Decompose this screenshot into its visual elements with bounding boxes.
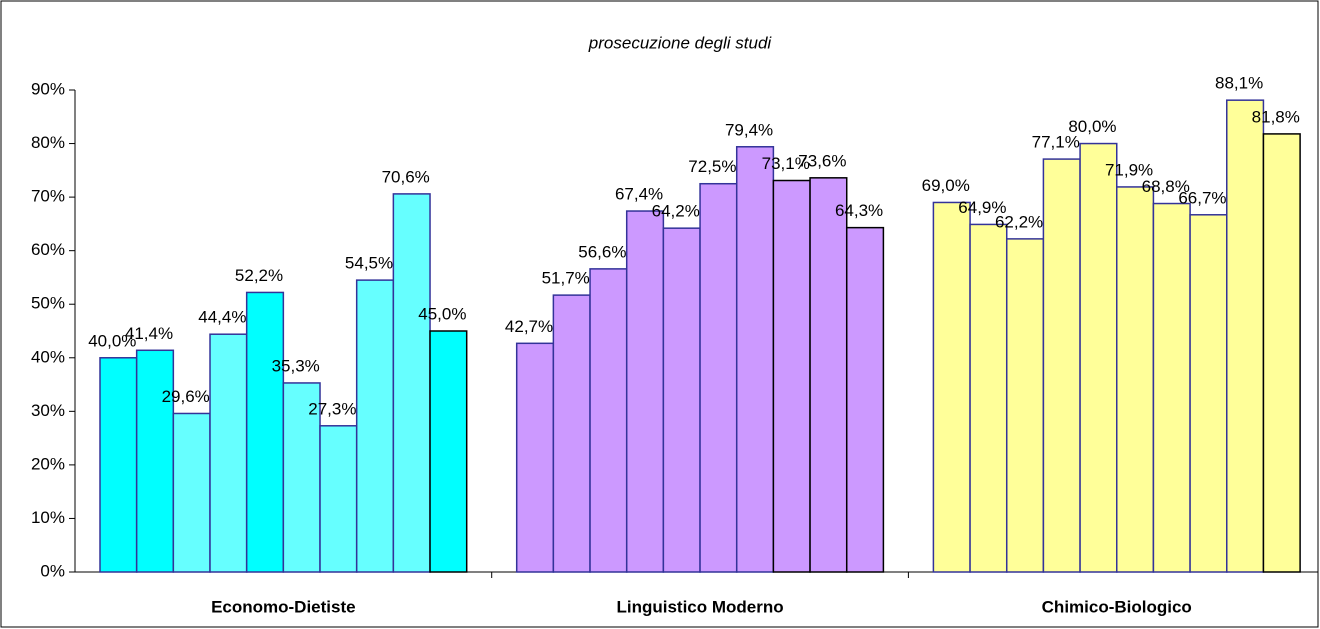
value-label: 52,2%: [235, 266, 283, 285]
value-label: 72,5%: [688, 157, 736, 176]
bar: [772, 179, 811, 573]
bar: [209, 333, 248, 573]
bar: [589, 268, 628, 573]
value-label: 41,4%: [125, 324, 173, 343]
y-tick-label: 40%: [31, 347, 65, 366]
value-label: 29,6%: [162, 387, 210, 406]
bar: [552, 294, 591, 573]
value-label: 81,8%: [1252, 107, 1300, 126]
value-label: 88,1%: [1215, 74, 1263, 93]
bar: [1152, 202, 1191, 573]
value-label: 62,2%: [995, 212, 1043, 231]
bar: [1079, 142, 1118, 573]
x-tick-label: Linguistico Moderno: [616, 597, 783, 616]
bar: [355, 279, 395, 573]
bar: [319, 425, 358, 573]
value-label: 44,4%: [198, 308, 246, 327]
value-label: 67,4%: [615, 185, 663, 204]
value-label: 77,1%: [1032, 133, 1080, 152]
bar: [1262, 133, 1301, 573]
value-label: 51,7%: [542, 269, 590, 288]
y-tick-label: 90%: [31, 79, 65, 98]
bar: [1042, 158, 1081, 573]
value-label: 66,7%: [1178, 188, 1226, 207]
value-label: 64,9%: [958, 198, 1006, 217]
bar: [1226, 99, 1265, 573]
bar: [245, 291, 285, 573]
value-label: 42,7%: [505, 317, 553, 336]
bar: [135, 349, 175, 573]
value-label: 54,5%: [345, 254, 393, 273]
bar: [1005, 238, 1045, 573]
bar: [429, 330, 468, 573]
value-label: 69,0%: [922, 176, 970, 195]
y-tick-label: 20%: [31, 454, 65, 473]
y-tick-label: 10%: [31, 508, 65, 527]
x-tick-label: Chimico-Biologico: [1042, 597, 1192, 616]
bar: [625, 210, 665, 573]
bar: [662, 227, 701, 573]
bar: [1189, 214, 1228, 573]
value-label: 56,6%: [578, 242, 626, 261]
value-label: 73,6%: [798, 151, 846, 170]
y-tick-label: 70%: [31, 187, 65, 206]
y-tick-label: 0%: [40, 561, 65, 580]
x-tick-label: Economo-Dietiste: [211, 597, 356, 616]
value-label: 80,0%: [1068, 117, 1116, 136]
y-tick-label: 30%: [31, 401, 65, 420]
bar: [845, 226, 885, 573]
bar: [99, 357, 138, 573]
bar: [809, 177, 848, 573]
value-label: 35,3%: [272, 356, 320, 375]
bar: [392, 193, 431, 573]
value-label: 27,3%: [308, 399, 356, 418]
bar: [735, 146, 775, 573]
value-label: 68,8%: [1142, 177, 1190, 196]
value-label: 70,6%: [382, 167, 430, 186]
y-tick-label: 50%: [31, 294, 65, 313]
value-label: 64,3%: [835, 201, 883, 220]
value-label: 64,2%: [652, 202, 700, 221]
y-tick-label: 60%: [31, 240, 65, 259]
bar: [969, 223, 1008, 573]
bar: [172, 412, 211, 573]
bar: [932, 201, 971, 573]
value-label: 79,4%: [725, 120, 773, 139]
value-label: 40,0%: [88, 331, 136, 350]
value-label: 45,0%: [418, 304, 466, 323]
bar: [699, 182, 738, 573]
bar: [515, 342, 555, 573]
value-label: 73,1%: [762, 154, 810, 173]
y-tick-label: 80%: [31, 133, 65, 152]
bar: [1116, 186, 1155, 573]
chart-title: prosecuzione degli studi: [588, 33, 773, 52]
value-label: 71,9%: [1105, 160, 1153, 179]
